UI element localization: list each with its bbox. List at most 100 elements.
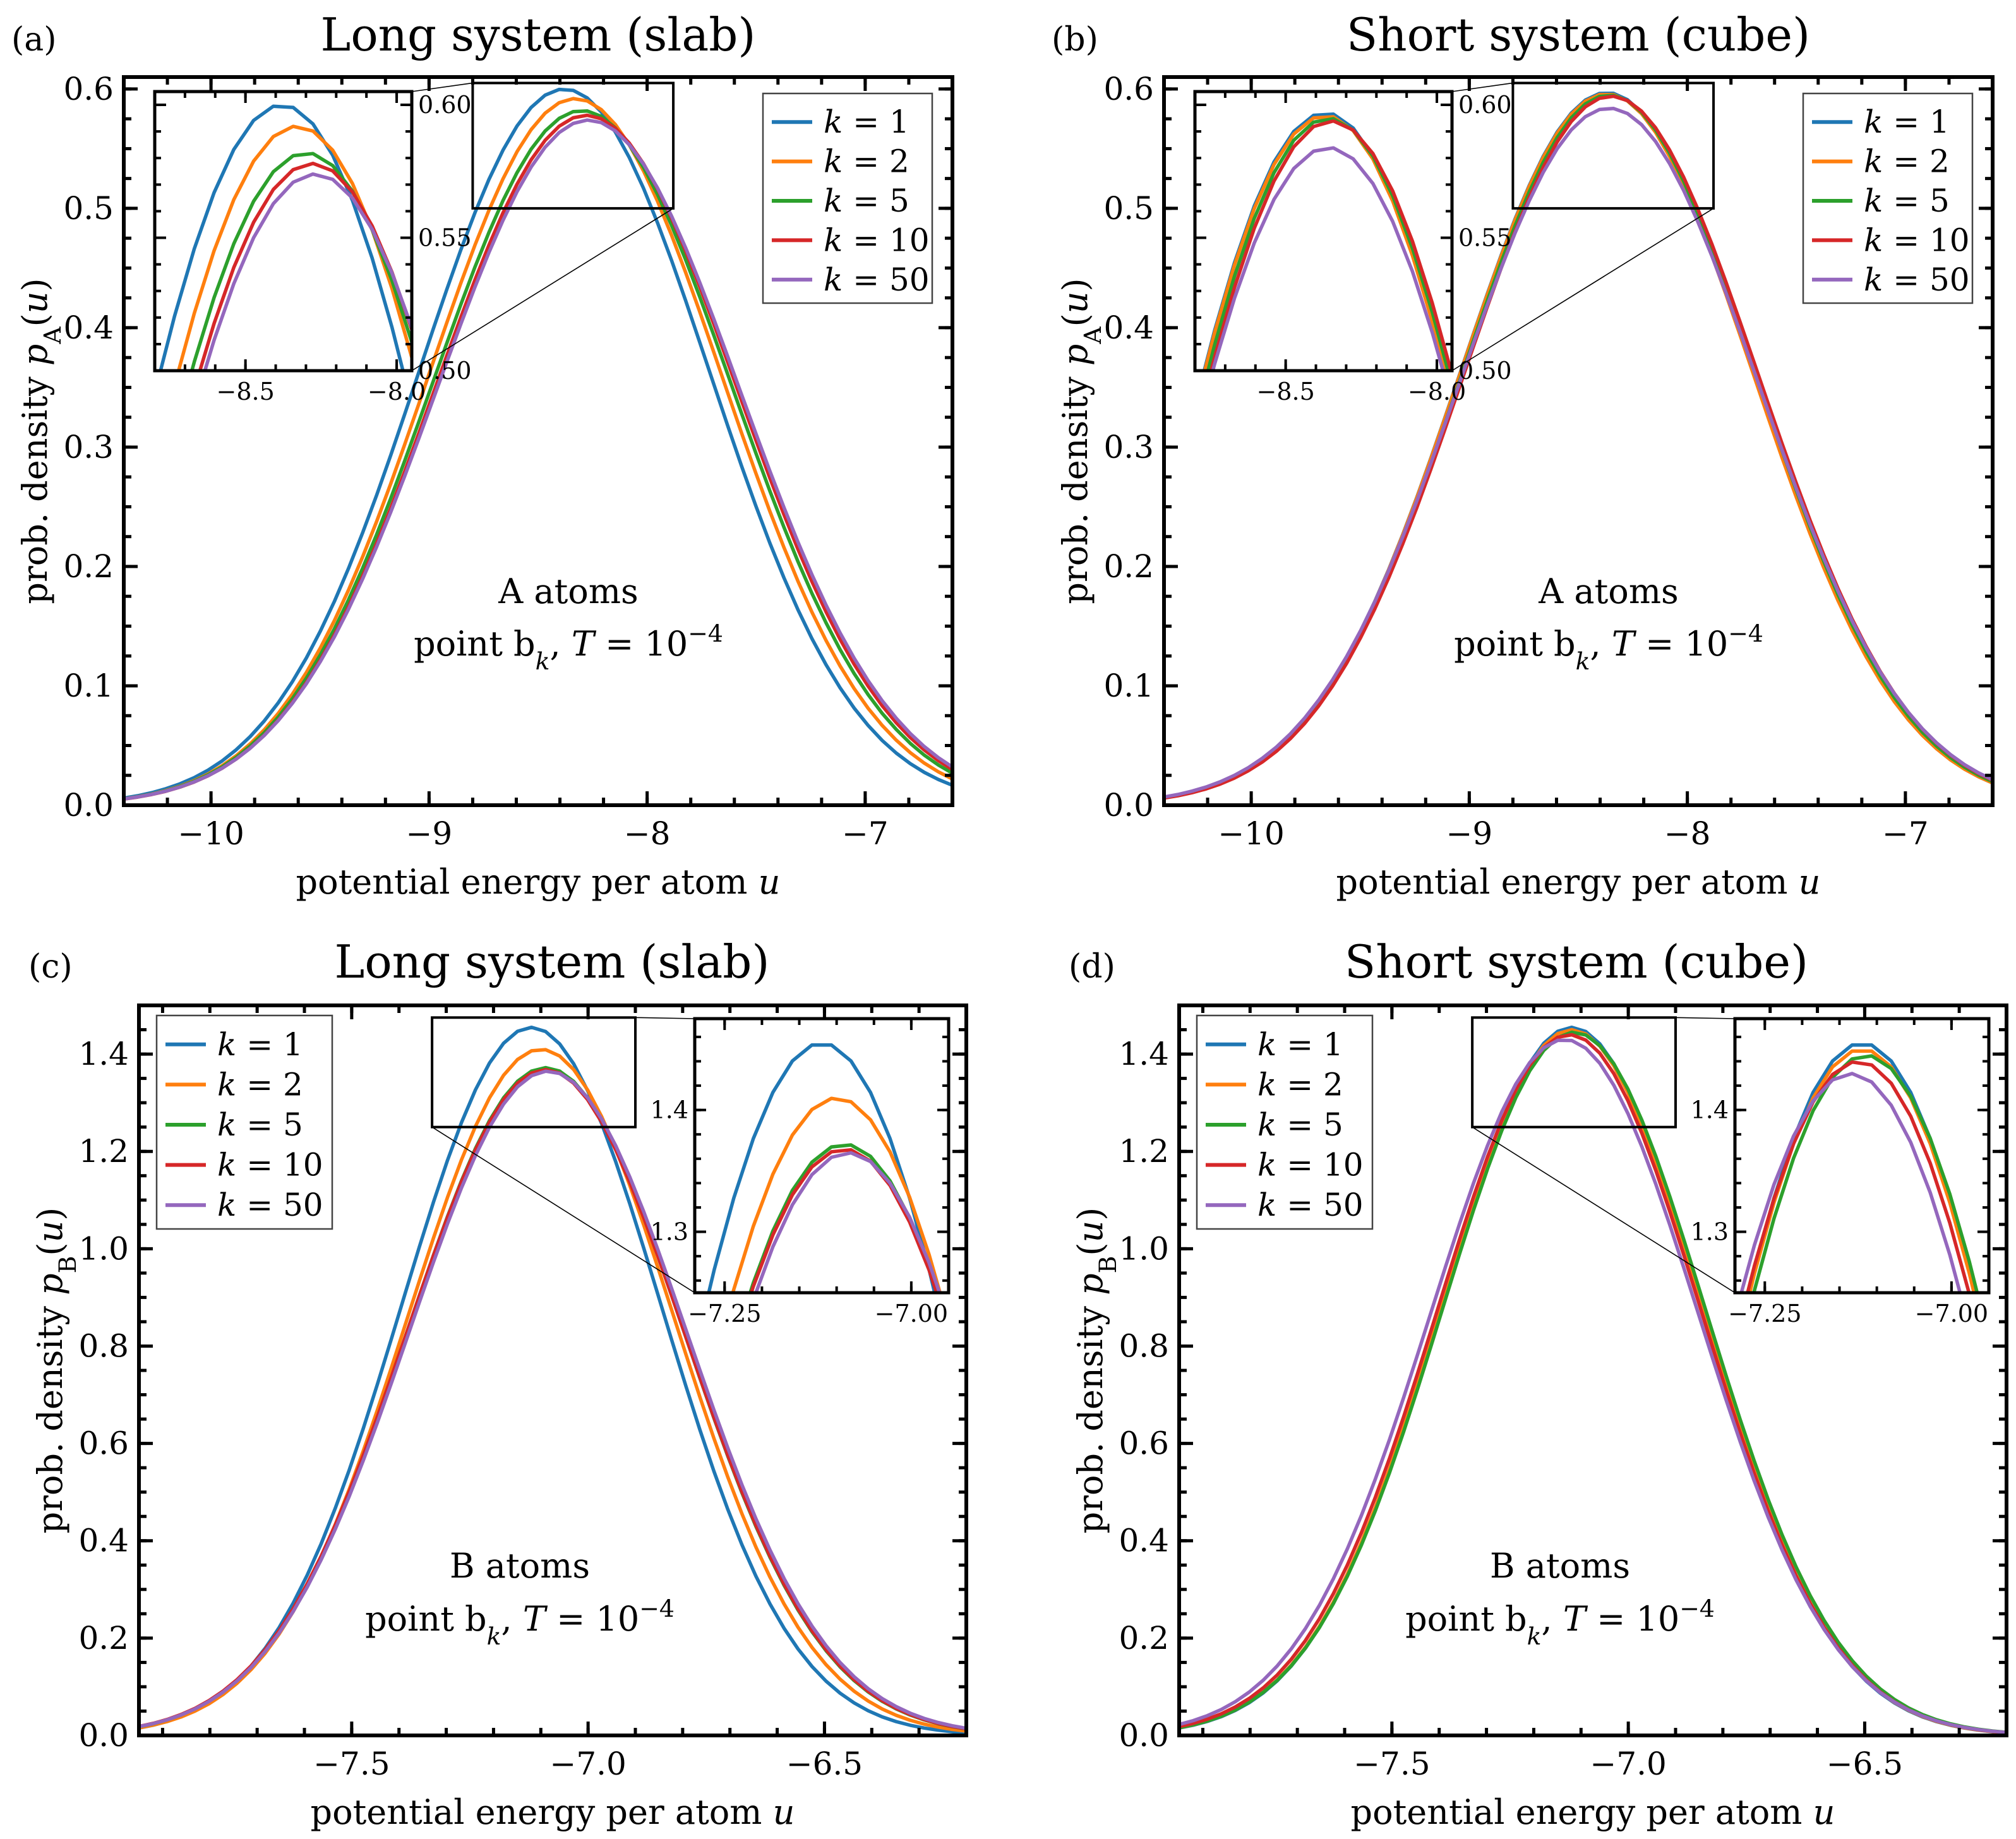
zoom-box: [1511, 81, 1715, 210]
x-tick-label: −7: [842, 815, 889, 852]
y-tick-label: 0.6: [63, 71, 114, 107]
legend-entry: k = 1: [217, 1026, 303, 1063]
y-tick-label: 1.2: [1119, 1133, 1169, 1170]
legend-entry: k = 2: [1257, 1066, 1343, 1103]
inset-x-tick-label: −7.00: [1915, 1300, 1988, 1327]
annotation-line-1: B atoms: [450, 1546, 590, 1586]
ticks: [139, 1003, 968, 1737]
inset-axes: −7.25 −7.00 1.3 1.4: [1691, 1017, 1991, 1327]
y-tick-label: 1.0: [78, 1230, 129, 1267]
connector-line: [411, 208, 674, 371]
panel-label: (a): [11, 21, 57, 59]
y-tick-label: 0.1: [63, 668, 114, 704]
y-tick-label: 0.8: [78, 1327, 129, 1364]
panel-label: (c): [28, 948, 73, 986]
annotation-line-2: point bk, T = 10−4: [1405, 1595, 1715, 1650]
y-tick-label: 0.4: [63, 309, 114, 346]
annotation-line-1: B atoms: [1490, 1546, 1630, 1586]
inset-series-line-k50: [753, 1151, 942, 1293]
y-tick-label: 1.4: [1119, 1036, 1169, 1072]
legend-entry: k = 5: [1864, 183, 1950, 219]
y-tick-label: 0.4: [1103, 309, 1154, 346]
annotation-line-2: point bk, T = 10−4: [365, 1595, 675, 1650]
legend-entry: k = 10: [824, 222, 930, 258]
inset-axes: −7.25 −7.00 1.3 1.4: [651, 1017, 951, 1327]
inset-series-line-k5: [1206, 117, 1450, 371]
inset-y-tick-label: 0.60: [418, 91, 472, 119]
series-line-k50: [139, 1069, 966, 1730]
y-tick-label: 0.0: [1103, 787, 1154, 824]
legend: k = 1k = 2k = 5k = 10k = 50: [155, 1014, 333, 1230]
legend-entry: k = 1: [1864, 104, 1950, 140]
series-lines: [124, 87, 952, 801]
series-line-k2: [124, 97, 952, 801]
series-lines: [1164, 92, 1993, 800]
inset-ticks: [1735, 1019, 1990, 1293]
panel-a: (a) Long system (slab) −10 −9 −8 −7 0.0 0.1 0.2 0…: [11, 8, 954, 902]
inset-y-tick-label: 0.50: [418, 357, 472, 385]
inset-series-line-k10: [1746, 1060, 1971, 1293]
x-tick-label: −10: [177, 815, 244, 852]
connector-line: [431, 1126, 695, 1293]
inset-y-tick-label: 0.55: [418, 224, 472, 252]
x-tick-label: −7.5: [1353, 1746, 1430, 1782]
x-tick-label: −9: [406, 815, 453, 852]
y-tick-label: 0.6: [1103, 71, 1154, 107]
ticks: [122, 77, 954, 807]
panel-title: Long system (slab): [335, 935, 770, 988]
legend-entry: k = 2: [824, 143, 909, 180]
inset-x-tick-label: −7.00: [875, 1300, 948, 1327]
inset-axes: −8.5 −8.00.50 0.55 0.60: [1193, 90, 1512, 405]
legend-frame: [1802, 92, 1974, 304]
connector-line: [1451, 208, 1714, 371]
legend-frame: [1196, 1014, 1374, 1230]
inset-x-tick-label: −8.0: [368, 378, 426, 405]
series-line-k50: [1179, 1038, 2007, 1735]
series-line-k5: [124, 109, 952, 801]
inset-series-line-k50: [1739, 1072, 1962, 1293]
legend: k = 1k = 2k = 5k = 10k = 50: [1196, 1014, 1374, 1230]
x-tick-label: −8: [624, 815, 671, 852]
inset-frame: [693, 1017, 951, 1295]
y-tick-label: 0.3: [63, 429, 114, 465]
x-tick-label: −7: [1882, 815, 1929, 852]
connector-line: [635, 1017, 695, 1019]
inset-y-tick-label: 1.4: [651, 1096, 688, 1124]
panel-title: Long system (slab): [321, 8, 756, 61]
legend-entry: k = 50: [217, 1187, 323, 1223]
series-lines: [1179, 1025, 2007, 1735]
panel-d: (d) Short system (cube) −7.5 −7.0 −6.5 0.0 0.2…: [1069, 935, 2008, 1832]
series-lines: [139, 1025, 966, 1735]
series-line-k50: [124, 118, 952, 801]
x-axis-label: potential energy per atom u: [296, 862, 781, 902]
series-line-k1: [124, 87, 952, 800]
inset-y-tick-label: 1.3: [1691, 1218, 1729, 1246]
series-line-k5: [1179, 1030, 2007, 1734]
x-axis-label: potential energy per atom u: [1351, 1792, 1835, 1832]
connector-line: [1675, 1017, 1736, 1019]
zoom-box: [431, 1016, 637, 1129]
legend-entry: k = 5: [217, 1106, 303, 1143]
inset-frame: [1193, 90, 1454, 373]
y-axis-label: prob. density pA(u): [1055, 278, 1107, 604]
legend: k = 1k = 2k = 5k = 10k = 50: [1802, 92, 1974, 304]
inset-series-line-k2: [731, 1096, 942, 1293]
inset-x-tick-label: −7.25: [688, 1300, 761, 1327]
inset-series-lines: [707, 1043, 942, 1293]
inset-series-lines: [159, 104, 412, 371]
inset-x-tick-label: −7.25: [1728, 1300, 1801, 1327]
legend-entry: k = 1: [1257, 1026, 1343, 1063]
y-tick-label: 0.5: [63, 190, 114, 227]
y-tick-label: 0.4: [1119, 1523, 1169, 1559]
inset-axes: −8.5 −8.00.50 0.55 0.60: [153, 90, 472, 405]
inset-y-tick-label: 1.4: [1691, 1096, 1729, 1124]
zoom-box: [471, 81, 675, 210]
inset-frame: [153, 90, 414, 373]
inset-series-line-k50: [1211, 146, 1445, 371]
inset-y-tick-label: 0.55: [1458, 224, 1512, 252]
connector-line: [1472, 1126, 1736, 1293]
inset-ticks: [153, 92, 412, 372]
inset-ticks: [1194, 92, 1452, 372]
y-tick-label: 1.2: [78, 1133, 129, 1170]
